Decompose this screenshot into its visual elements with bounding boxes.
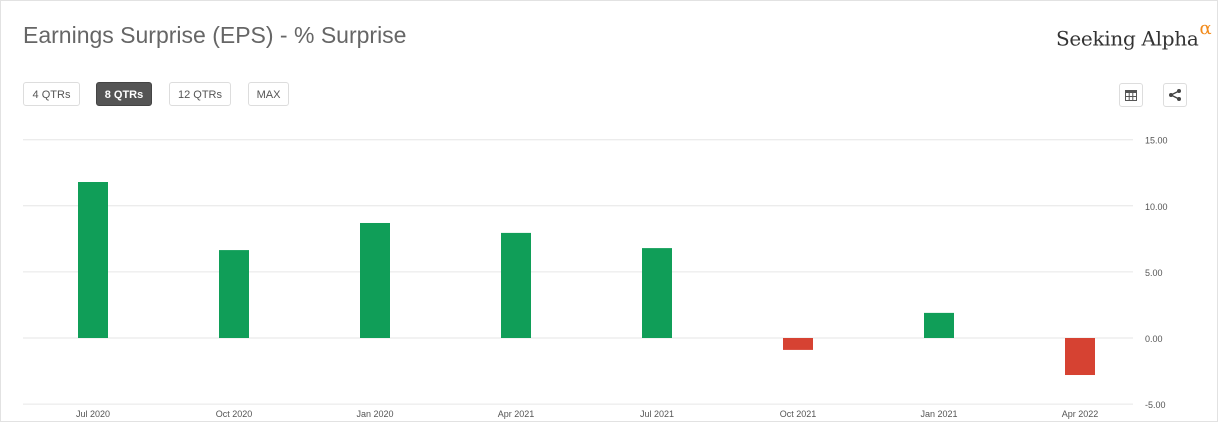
y-tick-label: 0.00 — [1145, 334, 1163, 344]
bar-oct-2020[interactable] — [219, 250, 249, 338]
x-tick-label: Oct 2021 — [780, 409, 817, 419]
range-button-8-qtrs[interactable]: 8 QTRs — [96, 82, 152, 106]
x-tick-label: Apr 2021 — [498, 409, 535, 419]
y-tick-label: 15.00 — [1145, 136, 1168, 146]
x-tick-label: Jul 2020 — [76, 409, 110, 419]
x-tick-label: Jul 2021 — [640, 409, 674, 419]
table-view-button[interactable] — [1119, 83, 1143, 107]
y-tick-label: 10.00 — [1145, 202, 1168, 212]
x-tick-label: Apr 2022 — [1062, 409, 1099, 419]
bar-jan-2021[interactable] — [924, 312, 954, 338]
table-icon — [1125, 89, 1137, 101]
x-tick-label: Jan 2021 — [920, 409, 957, 419]
range-button-12-qtrs[interactable]: 12 QTRs — [169, 82, 231, 106]
y-tick-label: 5.00 — [1145, 268, 1163, 278]
bar-jul-2020[interactable] — [78, 182, 108, 338]
share-button[interactable] — [1163, 83, 1187, 107]
x-tick-label: Jan 2020 — [356, 409, 393, 419]
x-tick-label: Oct 2020 — [216, 409, 253, 419]
share-icon — [1169, 89, 1181, 101]
seeking-alpha-logo: Seeking Alphaα — [1056, 18, 1212, 51]
bar-jan-2020[interactable] — [360, 222, 390, 338]
bar-jul-2021[interactable] — [642, 248, 672, 338]
chart-title: Earnings Surprise (EPS) - % Surprise — [23, 22, 407, 48]
range-button-4-qtrs[interactable]: 4 QTRs — [23, 82, 80, 106]
bar-oct-2021[interactable] — [783, 338, 813, 350]
range-button-max[interactable]: MAX — [248, 82, 289, 106]
bar-apr-2021[interactable] — [501, 232, 531, 338]
bar-apr-2022[interactable] — [1065, 338, 1095, 376]
y-tick-label: -5.00 — [1145, 400, 1166, 410]
